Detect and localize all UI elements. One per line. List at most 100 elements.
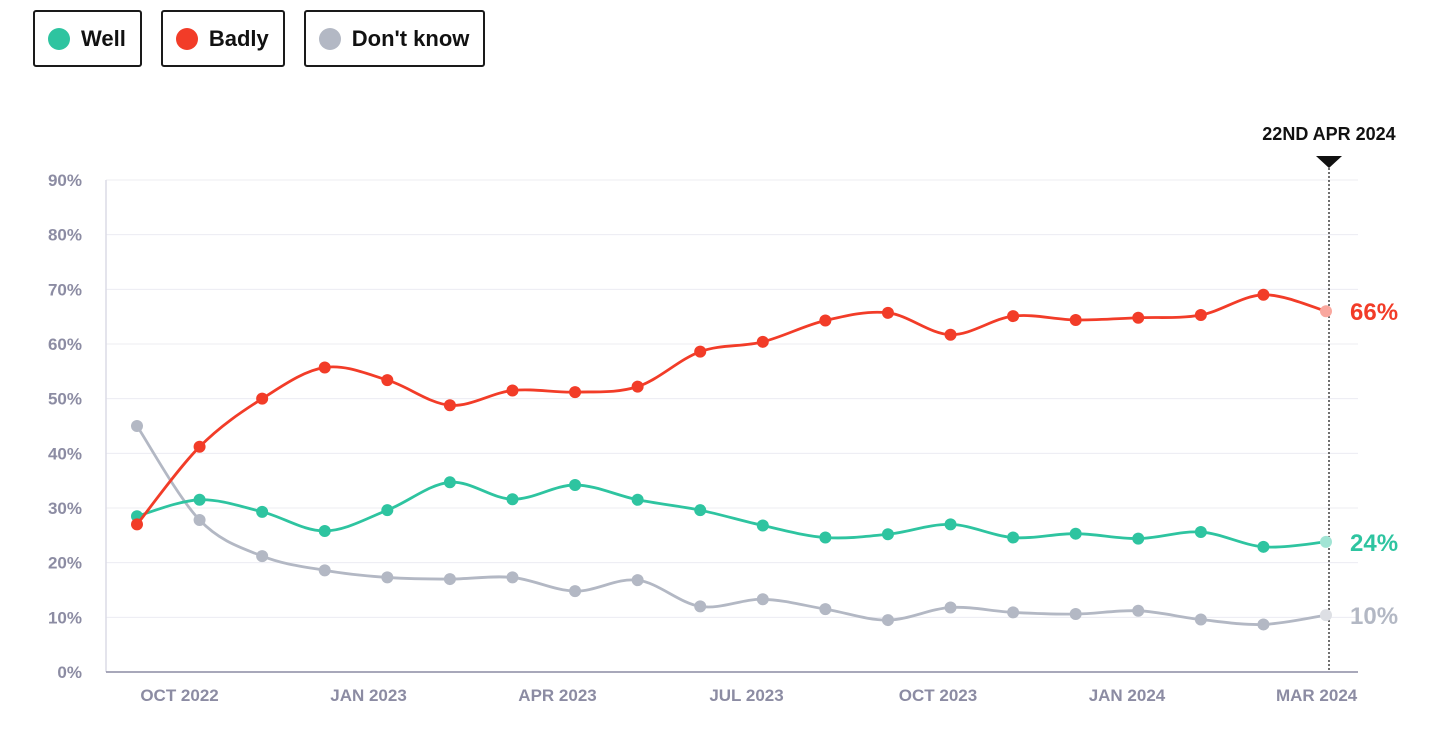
data-point — [1257, 540, 1270, 553]
data-point — [631, 380, 644, 393]
data-point — [443, 573, 456, 586]
y-tick-label: 30% — [48, 499, 82, 518]
series-well — [131, 476, 1332, 553]
data-point — [881, 528, 894, 541]
data-point — [381, 571, 394, 584]
data-point — [381, 374, 394, 387]
x-tick-label: JUL 2023 — [709, 686, 783, 705]
data-point — [1194, 613, 1207, 626]
y-tick-label: 40% — [48, 444, 82, 463]
y-tick-label: 70% — [48, 280, 82, 299]
data-point-latest — [1320, 535, 1332, 548]
legend-item-dont-know[interactable]: Don't know — [303, 10, 486, 67]
data-point — [1069, 608, 1082, 621]
data-point — [1132, 532, 1145, 545]
y-tick-label: 0% — [57, 663, 82, 682]
data-point — [569, 386, 582, 399]
data-point-latest — [1320, 609, 1332, 622]
data-point — [506, 571, 519, 584]
series-line-badly — [135, 293, 1328, 526]
legend-item-badly[interactable]: Badly — [160, 10, 285, 67]
data-point — [631, 574, 644, 587]
data-point — [1007, 310, 1020, 323]
data-point — [506, 493, 519, 506]
data-point — [1069, 527, 1082, 540]
data-point — [443, 399, 456, 412]
data-point — [256, 392, 269, 405]
data-point — [443, 476, 456, 489]
y-tick-label: 20% — [48, 554, 82, 573]
data-point — [944, 601, 957, 614]
data-point — [318, 361, 331, 374]
data-point — [881, 306, 894, 319]
series-badly — [131, 288, 1332, 531]
y-tick-label: 60% — [48, 335, 82, 354]
data-point — [1132, 311, 1145, 324]
data-point — [631, 493, 644, 506]
data-point — [1320, 305, 1332, 318]
data-point — [694, 600, 707, 613]
data-point — [131, 518, 143, 531]
data-point — [1069, 313, 1082, 326]
data-point — [318, 564, 331, 577]
annotation-marker — [1316, 156, 1342, 168]
data-point — [193, 514, 206, 527]
data-point — [1257, 288, 1270, 301]
x-tick-label: APR 2023 — [518, 686, 596, 705]
y-tick-label: 80% — [48, 226, 82, 245]
data-point — [569, 585, 582, 598]
data-point — [1320, 535, 1332, 548]
data-point — [256, 550, 269, 563]
data-point — [256, 505, 269, 518]
data-point — [944, 518, 957, 531]
legend-label-badly: Badly — [208, 25, 269, 51]
data-point — [1194, 526, 1207, 539]
legend-label-dont-know: Don't know — [351, 25, 470, 51]
data-point — [944, 328, 957, 341]
annotation-label: 22ND APR 2024 — [1262, 124, 1395, 144]
x-tick-label: JAN 2023 — [330, 686, 407, 705]
data-point — [506, 384, 519, 397]
data-point — [756, 335, 769, 348]
legend-dot-dont-know — [318, 27, 341, 50]
data-point — [694, 345, 707, 358]
x-tick-label: OCT 2023 — [899, 686, 977, 705]
data-point — [1007, 606, 1020, 619]
data-point-latest — [1320, 305, 1332, 318]
x-tick-label: OCT 2022 — [140, 686, 218, 705]
data-point — [193, 440, 206, 453]
data-point — [1194, 309, 1207, 322]
y-tick-label: 50% — [48, 390, 82, 409]
data-point — [881, 614, 894, 627]
data-point — [318, 524, 331, 537]
y-tick-label: 10% — [48, 608, 82, 627]
data-point — [381, 504, 394, 517]
data-point — [694, 504, 707, 517]
end-label-badly: 66% — [1350, 299, 1398, 326]
series-line-well — [135, 480, 1328, 549]
data-point — [1132, 604, 1145, 617]
data-point — [819, 531, 832, 544]
legend-item-well[interactable]: Well — [33, 10, 142, 67]
data-point — [1320, 609, 1332, 622]
legend-dot-well — [48, 27, 70, 50]
x-tick-label: MAR 2024 — [1276, 686, 1358, 705]
end-label-well: 24% — [1350, 530, 1398, 557]
data-point — [756, 593, 769, 606]
data-point — [819, 314, 832, 327]
data-point — [131, 420, 143, 432]
data-point — [1007, 531, 1020, 544]
end-label-dont-know: 10% — [1350, 603, 1398, 630]
y-tick-label: 90% — [48, 171, 82, 190]
legend-label-well: Well — [81, 25, 126, 51]
data-point — [756, 519, 769, 532]
data-point — [569, 479, 582, 492]
data-point — [1257, 618, 1270, 631]
legend: Well Badly Don't know — [33, 10, 486, 67]
legend-dot-badly — [175, 27, 198, 50]
series-dont-know — [131, 420, 1332, 631]
series-line-dont-know — [135, 424, 1328, 626]
data-point — [193, 493, 206, 506]
x-tick-label: JAN 2024 — [1089, 686, 1166, 705]
